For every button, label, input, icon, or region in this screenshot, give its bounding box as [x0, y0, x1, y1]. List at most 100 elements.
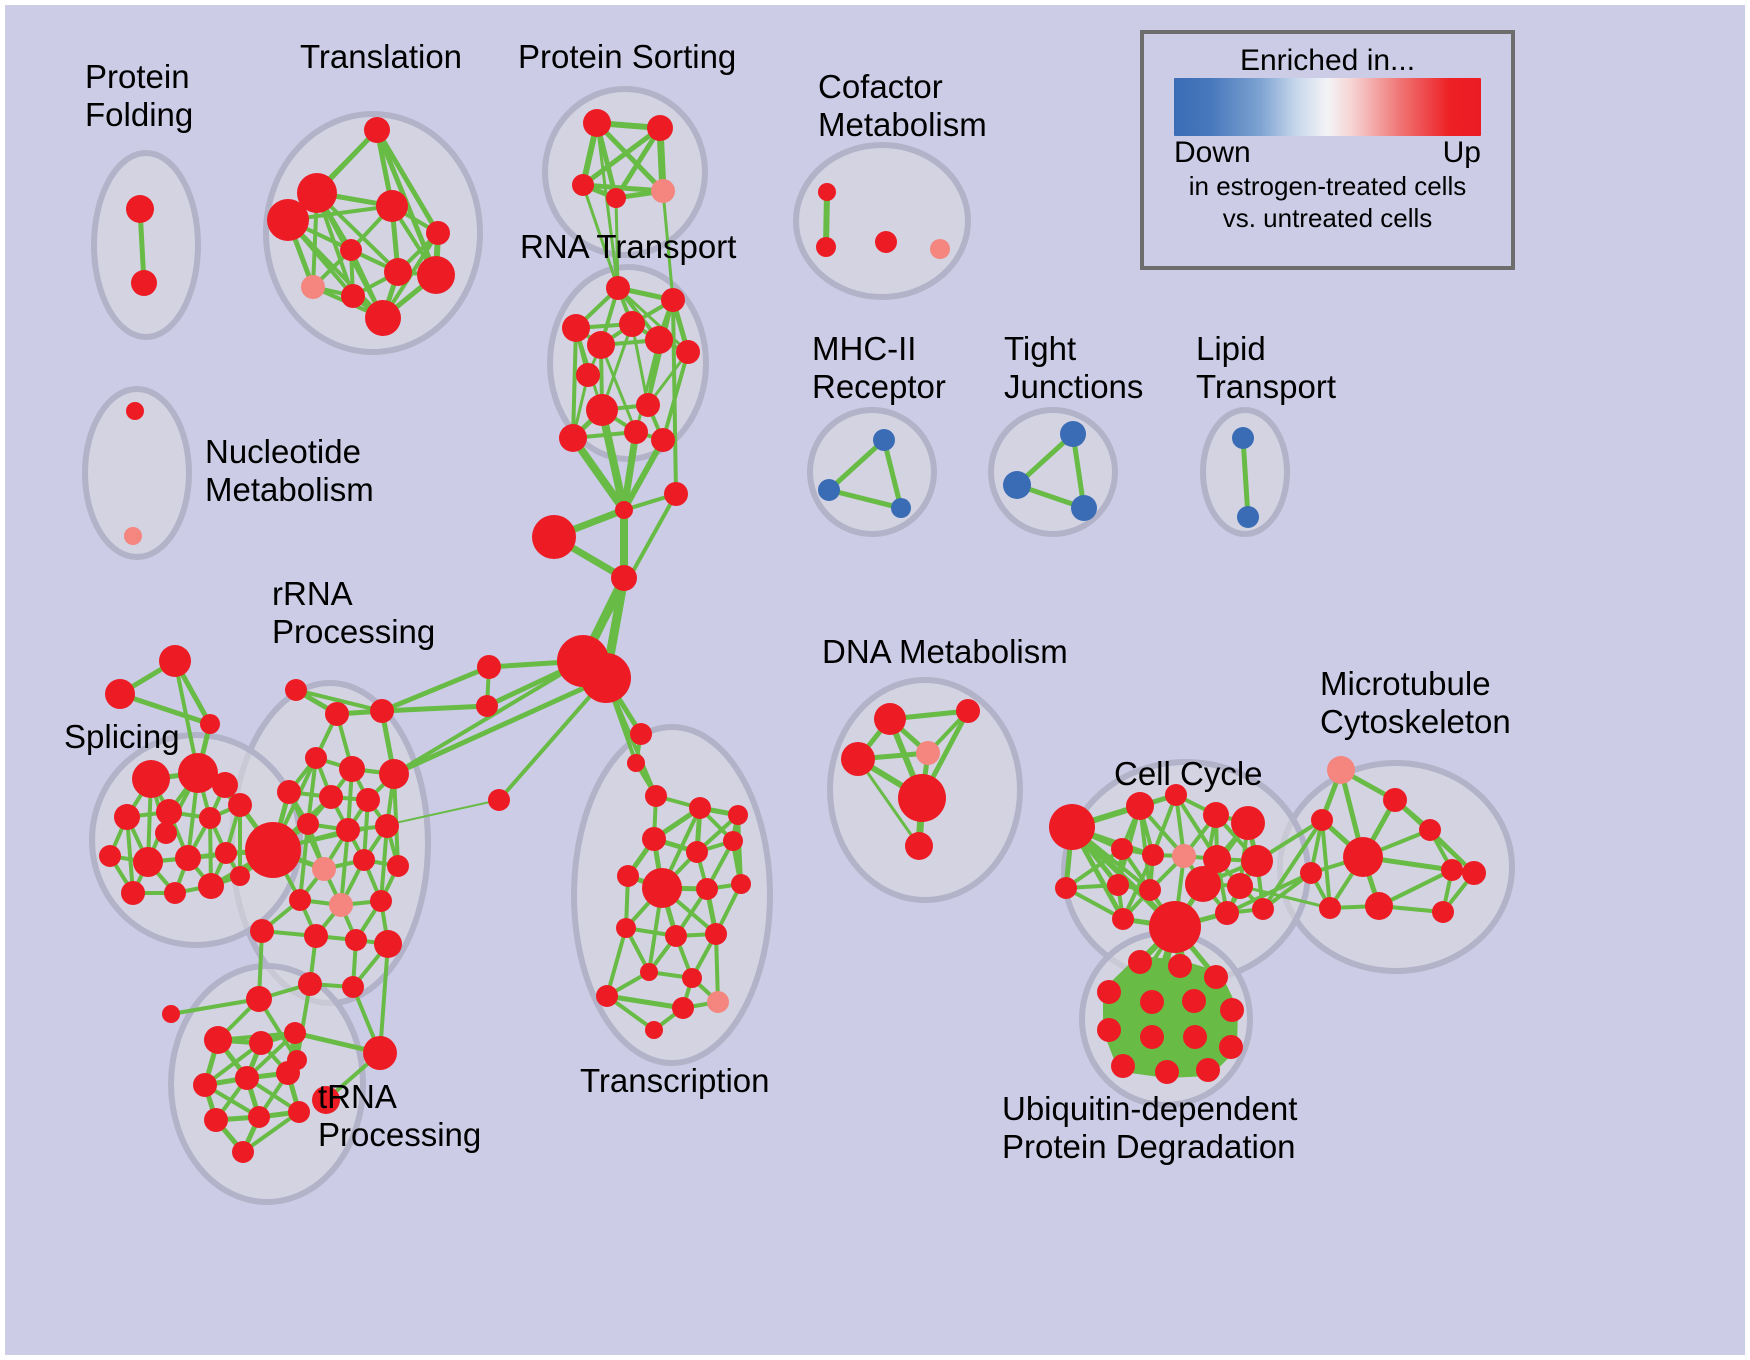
network-node[interactable] [228, 793, 252, 817]
network-node[interactable] [488, 789, 510, 811]
network-node[interactable] [624, 420, 648, 444]
network-node[interactable] [640, 963, 658, 981]
network-node[interactable] [156, 799, 182, 825]
network-node[interactable] [874, 703, 906, 735]
network-node[interactable] [576, 363, 600, 387]
network-node[interactable] [133, 847, 163, 877]
network-node[interactable] [1300, 862, 1322, 884]
network-node[interactable] [1111, 1054, 1135, 1078]
network-node[interactable] [155, 822, 177, 844]
network-node[interactable] [642, 868, 682, 908]
network-node[interactable] [297, 813, 319, 835]
network-node[interactable] [285, 679, 307, 701]
network-node[interactable] [956, 699, 980, 723]
network-node[interactable] [1419, 819, 1441, 841]
network-node[interactable] [1365, 892, 1393, 920]
network-node[interactable] [345, 929, 367, 951]
network-node[interactable] [731, 874, 751, 894]
network-node[interactable] [841, 742, 875, 776]
network-node[interactable] [587, 331, 615, 359]
network-node[interactable] [249, 1031, 273, 1055]
network-node[interactable] [665, 925, 687, 947]
network-node[interactable] [1060, 421, 1086, 447]
network-node[interactable] [1203, 845, 1231, 873]
network-node[interactable] [131, 270, 157, 296]
network-node[interactable] [340, 239, 362, 261]
network-node[interactable] [365, 300, 401, 336]
network-node[interactable] [818, 183, 836, 201]
network-node[interactable] [696, 878, 718, 900]
network-node[interactable] [336, 818, 360, 842]
network-node[interactable] [1140, 1025, 1164, 1049]
network-node[interactable] [873, 429, 895, 451]
network-node[interactable] [532, 515, 576, 559]
network-node[interactable] [916, 741, 940, 765]
network-node[interactable] [1140, 990, 1164, 1014]
network-node[interactable] [304, 924, 328, 948]
network-node[interactable] [175, 845, 201, 871]
network-node[interactable] [1126, 792, 1154, 820]
network-node[interactable] [297, 173, 337, 213]
network-node[interactable] [661, 288, 685, 312]
network-node[interactable] [1149, 901, 1201, 953]
network-node[interactable] [1327, 756, 1355, 784]
network-node[interactable] [617, 865, 639, 887]
network-node[interactable] [215, 842, 237, 864]
network-node[interactable] [619, 311, 645, 337]
network-node[interactable] [178, 753, 218, 793]
network-node[interactable] [642, 827, 666, 851]
network-node[interactable] [586, 394, 618, 426]
network-node[interactable] [1383, 788, 1407, 812]
network-node[interactable] [672, 997, 694, 1019]
network-node[interactable] [105, 679, 135, 709]
network-node[interactable] [705, 923, 727, 945]
network-node[interactable] [232, 1141, 254, 1163]
network-node[interactable] [645, 326, 673, 354]
network-node[interactable] [1165, 784, 1187, 806]
network-node[interactable] [379, 759, 409, 789]
network-node[interactable] [596, 985, 618, 1007]
network-node[interactable] [99, 845, 121, 867]
network-node[interactable] [132, 760, 170, 798]
network-node[interactable] [1231, 806, 1265, 840]
network-node[interactable] [1227, 873, 1253, 899]
network-node[interactable] [611, 565, 637, 591]
network-node[interactable] [384, 258, 412, 286]
network-node[interactable] [245, 822, 301, 878]
network-node[interactable] [200, 714, 220, 734]
network-node[interactable] [630, 723, 652, 745]
network-node[interactable] [204, 1108, 228, 1132]
network-node[interactable] [164, 882, 186, 904]
network-node[interactable] [1172, 844, 1196, 868]
network-node[interactable] [1003, 471, 1031, 499]
network-node[interactable] [319, 785, 343, 809]
network-node[interactable] [1142, 844, 1164, 866]
network-node[interactable] [159, 645, 191, 677]
network-node[interactable] [647, 115, 673, 141]
network-node[interactable] [199, 807, 221, 829]
network-node[interactable] [329, 893, 353, 917]
network-node[interactable] [126, 402, 144, 420]
network-node[interactable] [250, 919, 274, 943]
network-node[interactable] [477, 655, 501, 679]
network-node[interactable] [1182, 989, 1206, 1013]
network-node[interactable] [1232, 427, 1254, 449]
network-node[interactable] [1252, 898, 1274, 920]
network-node[interactable] [891, 498, 911, 518]
network-node[interactable] [1441, 859, 1463, 881]
network-node[interactable] [212, 772, 238, 798]
network-node[interactable] [1237, 506, 1259, 528]
network-node[interactable] [339, 756, 365, 782]
network-node[interactable] [686, 841, 708, 863]
network-node[interactable] [562, 314, 590, 342]
network-node[interactable] [124, 527, 142, 545]
network-node[interactable] [676, 340, 700, 364]
network-node[interactable] [645, 785, 667, 807]
network-node[interactable] [426, 221, 450, 245]
network-node[interactable] [898, 774, 946, 822]
network-node[interactable] [1055, 877, 1077, 899]
network-node[interactable] [193, 1073, 217, 1097]
network-node[interactable] [1185, 866, 1221, 902]
network-node[interactable] [284, 1022, 306, 1044]
network-node[interactable] [364, 117, 390, 143]
